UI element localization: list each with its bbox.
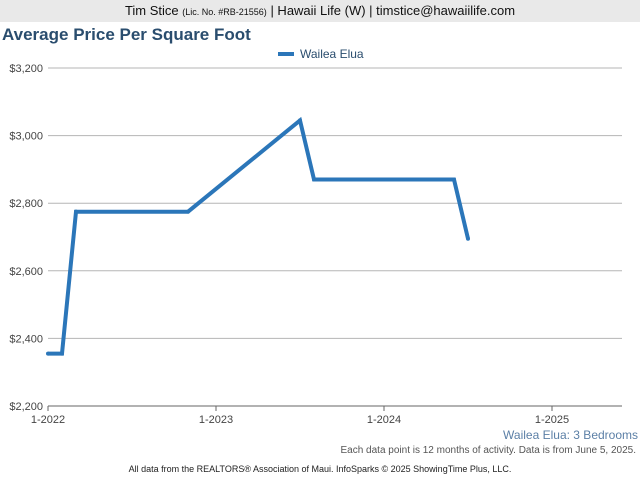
legend-swatch [278, 52, 294, 56]
data-point[interactable] [74, 209, 78, 214]
legend-label: Wailea Elua [300, 47, 364, 61]
data-point[interactable] [312, 177, 316, 182]
chart-subtitle: Wailea Elua: 3 Bedrooms [503, 428, 638, 442]
data-point[interactable] [298, 118, 302, 123]
data-point[interactable] [452, 177, 456, 182]
y-tick-label: $2,200 [9, 401, 43, 413]
y-tick-label: $3,000 [9, 131, 43, 143]
y-tick-label: $2,400 [9, 333, 43, 345]
x-tick-label: 1-2023 [199, 414, 233, 426]
agent-name: Tim Stice [124, 3, 179, 18]
y-tick-label: $2,800 [9, 198, 43, 210]
data-point[interactable] [186, 209, 190, 214]
data-point[interactable] [46, 351, 50, 356]
agent-license: (Lic. No. #RB-21556) [182, 7, 267, 17]
y-tick-label: $2,600 [9, 266, 43, 278]
data-point[interactable] [466, 236, 470, 241]
x-tick-label: 1-2022 [31, 414, 65, 426]
header-bar: Tim Stice (Lic. No. #RB-21556) | Hawaii … [0, 0, 640, 22]
legend[interactable]: Wailea Elua [278, 46, 364, 62]
footer-credit: All data from the REALTORS® Association … [128, 464, 512, 474]
y-tick-label: $3,200 [9, 63, 43, 75]
data-point[interactable] [60, 351, 64, 356]
chart-title: Average Price Per Square Foot [2, 25, 251, 44]
x-tick-label: 1-2025 [535, 414, 569, 426]
agent-details: | Hawaii Life (W) | timstice@hawaiilife.… [270, 3, 516, 18]
data-note: Each data point is 12 months of activity… [340, 445, 636, 456]
x-tick-label: 1-2024 [367, 414, 401, 426]
series-line-wailea-elua[interactable] [48, 116, 470, 356]
